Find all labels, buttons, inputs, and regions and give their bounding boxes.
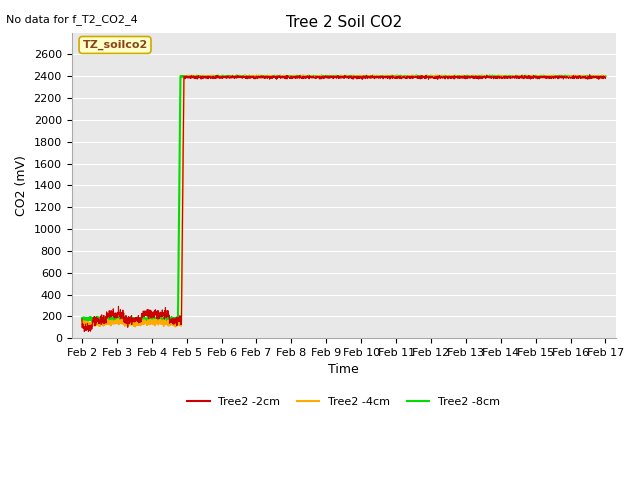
Title: Tree 2 Soil CO2: Tree 2 Soil CO2 [285,15,402,30]
Text: No data for f_T2_CO2_4: No data for f_T2_CO2_4 [6,14,138,25]
Y-axis label: CO2 (mV): CO2 (mV) [15,155,28,216]
Legend: Tree2 -2cm, Tree2 -4cm, Tree2 -8cm: Tree2 -2cm, Tree2 -4cm, Tree2 -8cm [183,393,504,411]
X-axis label: Time: Time [328,363,359,376]
Text: TZ_soilco2: TZ_soilco2 [83,40,148,50]
